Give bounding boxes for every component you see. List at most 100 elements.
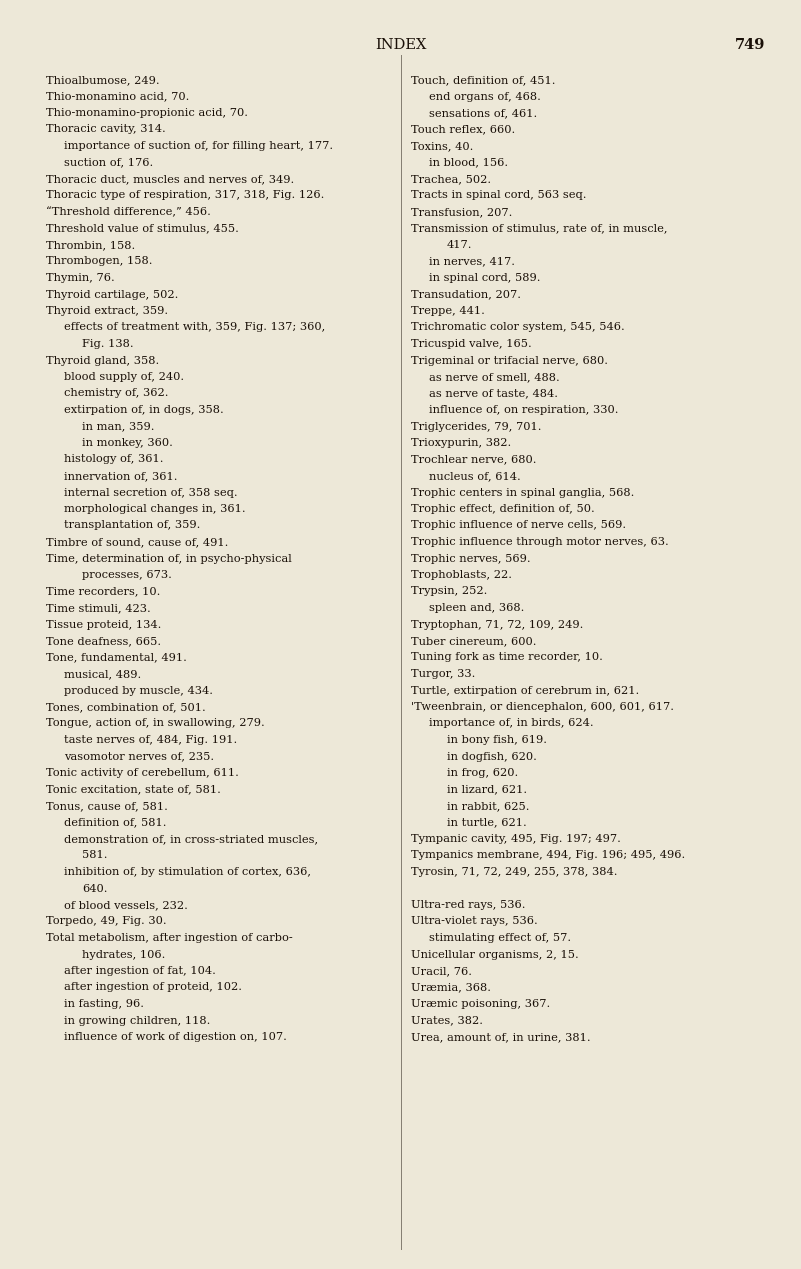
Text: Thyroid extract, 359.: Thyroid extract, 359. bbox=[46, 306, 168, 316]
Text: 581.: 581. bbox=[83, 850, 108, 860]
Text: Trophic influence of nerve cells, 569.: Trophic influence of nerve cells, 569. bbox=[411, 520, 626, 530]
Text: Uræmia, 368.: Uræmia, 368. bbox=[411, 982, 491, 992]
Text: 'Tweenbrain, or diencephalon, 600, 601, 617.: 'Tweenbrain, or diencephalon, 600, 601, … bbox=[411, 702, 674, 712]
Text: Thio-monamino acid, 70.: Thio-monamino acid, 70. bbox=[46, 91, 190, 102]
Text: Thyroid cartilage, 502.: Thyroid cartilage, 502. bbox=[46, 289, 179, 299]
Text: Trigeminal or trifacial nerve, 680.: Trigeminal or trifacial nerve, 680. bbox=[411, 355, 608, 365]
Text: Touch reflex, 660.: Touch reflex, 660. bbox=[411, 124, 515, 135]
Text: innervation of, 361.: innervation of, 361. bbox=[64, 471, 178, 481]
Text: Trochlear nerve, 680.: Trochlear nerve, 680. bbox=[411, 454, 537, 464]
Text: Ultra-red rays, 536.: Ultra-red rays, 536. bbox=[411, 900, 525, 910]
Text: Time recorders, 10.: Time recorders, 10. bbox=[46, 586, 161, 596]
Text: Tonus, cause of, 581.: Tonus, cause of, 581. bbox=[46, 801, 168, 811]
Text: after ingestion of fat, 104.: after ingestion of fat, 104. bbox=[64, 966, 216, 976]
Text: Tuber cinereum, 600.: Tuber cinereum, 600. bbox=[411, 636, 537, 646]
Text: definition of, 581.: definition of, 581. bbox=[64, 817, 167, 827]
Text: Torpedo, 49, Fig. 30.: Torpedo, 49, Fig. 30. bbox=[46, 916, 167, 926]
Text: Touch, definition of, 451.: Touch, definition of, 451. bbox=[411, 75, 555, 85]
Text: nucleus of, 614.: nucleus of, 614. bbox=[429, 471, 521, 481]
Text: extirpation of, in dogs, 358.: extirpation of, in dogs, 358. bbox=[64, 405, 224, 415]
Text: after ingestion of proteid, 102.: after ingestion of proteid, 102. bbox=[64, 982, 243, 992]
Text: Thoracic cavity, 314.: Thoracic cavity, 314. bbox=[46, 124, 167, 135]
Text: Transfusion, 207.: Transfusion, 207. bbox=[411, 207, 513, 217]
Text: Thioalbumose, 249.: Thioalbumose, 249. bbox=[46, 75, 160, 85]
Text: Trophic nerves, 569.: Trophic nerves, 569. bbox=[411, 553, 530, 563]
Text: Thoracic duct, muscles and nerves of, 349.: Thoracic duct, muscles and nerves of, 34… bbox=[46, 174, 295, 184]
Text: in turtle, 621.: in turtle, 621. bbox=[447, 817, 527, 827]
Text: Tongue, action of, in swallowing, 279.: Tongue, action of, in swallowing, 279. bbox=[46, 718, 265, 728]
Text: Timbre of sound, cause of, 491.: Timbre of sound, cause of, 491. bbox=[46, 537, 229, 547]
Text: Trophoblasts, 22.: Trophoblasts, 22. bbox=[411, 570, 512, 580]
Text: blood supply of, 240.: blood supply of, 240. bbox=[64, 372, 184, 382]
Text: in fasting, 96.: in fasting, 96. bbox=[64, 999, 144, 1009]
Text: Trichromatic color system, 545, 546.: Trichromatic color system, 545, 546. bbox=[411, 322, 625, 332]
Text: Thrombin, 158.: Thrombin, 158. bbox=[46, 240, 135, 250]
Text: Triglycerides, 79, 701.: Triglycerides, 79, 701. bbox=[411, 421, 541, 431]
Text: in nerves, 417.: in nerves, 417. bbox=[429, 256, 515, 266]
Text: Treppe, 441.: Treppe, 441. bbox=[411, 306, 485, 316]
Text: 749: 749 bbox=[735, 38, 765, 52]
Text: Trophic centers in spinal ganglia, 568.: Trophic centers in spinal ganglia, 568. bbox=[411, 487, 634, 497]
Text: stimulating effect of, 57.: stimulating effect of, 57. bbox=[429, 933, 571, 943]
Text: in lizard, 621.: in lizard, 621. bbox=[447, 784, 527, 794]
Text: effects of treatment with, 359, Fig. 137; 360,: effects of treatment with, 359, Fig. 137… bbox=[64, 322, 326, 332]
Text: in growing children, 118.: in growing children, 118. bbox=[64, 1015, 211, 1025]
Text: Ultra-violet rays, 536.: Ultra-violet rays, 536. bbox=[411, 916, 537, 926]
Text: Trophic influence through motor nerves, 63.: Trophic influence through motor nerves, … bbox=[411, 537, 669, 547]
Text: in man, 359.: in man, 359. bbox=[83, 421, 155, 431]
Text: Tympanic cavity, 495, Fig. 197; 497.: Tympanic cavity, 495, Fig. 197; 497. bbox=[411, 834, 621, 844]
Text: Thoracic type of respiration, 317, 318, Fig. 126.: Thoracic type of respiration, 317, 318, … bbox=[46, 190, 325, 201]
Text: Transudation, 207.: Transudation, 207. bbox=[411, 289, 521, 299]
Text: Tone deafness, 665.: Tone deafness, 665. bbox=[46, 636, 162, 646]
Text: Time stimuli, 423.: Time stimuli, 423. bbox=[46, 603, 151, 613]
Text: INDEX: INDEX bbox=[375, 38, 426, 52]
Text: suction of, 176.: suction of, 176. bbox=[64, 157, 154, 168]
Text: produced by muscle, 434.: produced by muscle, 434. bbox=[64, 685, 213, 695]
Text: in spinal cord, 589.: in spinal cord, 589. bbox=[429, 273, 541, 283]
Text: Uracil, 76.: Uracil, 76. bbox=[411, 966, 472, 976]
Text: Urea, amount of, in urine, 381.: Urea, amount of, in urine, 381. bbox=[411, 1032, 590, 1042]
Text: morphological changes in, 361.: morphological changes in, 361. bbox=[64, 504, 246, 514]
Text: importance of suction of, for filling heart, 177.: importance of suction of, for filling he… bbox=[64, 141, 333, 151]
Text: Trypsin, 252.: Trypsin, 252. bbox=[411, 586, 487, 596]
Text: in monkey, 360.: in monkey, 360. bbox=[83, 438, 173, 448]
Text: of blood vessels, 232.: of blood vessels, 232. bbox=[64, 900, 188, 910]
Text: taste nerves of, 484, Fig. 191.: taste nerves of, 484, Fig. 191. bbox=[64, 735, 238, 745]
Text: Tympanics membrane, 494, Fig. 196; 495, 496.: Tympanics membrane, 494, Fig. 196; 495, … bbox=[411, 850, 685, 860]
Text: chemistry of, 362.: chemistry of, 362. bbox=[64, 388, 169, 398]
Text: processes, 673.: processes, 673. bbox=[83, 570, 172, 580]
Text: Thymin, 76.: Thymin, 76. bbox=[46, 273, 115, 283]
Text: Toxins, 40.: Toxins, 40. bbox=[411, 141, 473, 151]
Text: Tryptophan, 71, 72, 109, 249.: Tryptophan, 71, 72, 109, 249. bbox=[411, 619, 583, 629]
Text: Time, determination of, in psycho-physical: Time, determination of, in psycho-physic… bbox=[46, 553, 292, 563]
Text: Turtle, extirpation of cerebrum in, 621.: Turtle, extirpation of cerebrum in, 621. bbox=[411, 685, 639, 695]
Text: Uræmic poisoning, 367.: Uræmic poisoning, 367. bbox=[411, 999, 550, 1009]
Text: “Threshold difference,” 456.: “Threshold difference,” 456. bbox=[46, 207, 211, 217]
Text: in bony fish, 619.: in bony fish, 619. bbox=[447, 735, 547, 745]
Text: Tones, combination of, 501.: Tones, combination of, 501. bbox=[46, 702, 206, 712]
Text: importance of, in birds, 624.: importance of, in birds, 624. bbox=[429, 718, 594, 728]
Text: Unicellular organisms, 2, 15.: Unicellular organisms, 2, 15. bbox=[411, 949, 578, 959]
Text: Trophic effect, definition of, 50.: Trophic effect, definition of, 50. bbox=[411, 504, 594, 514]
Text: Tone, fundamental, 491.: Tone, fundamental, 491. bbox=[46, 652, 187, 662]
Text: transplantation of, 359.: transplantation of, 359. bbox=[64, 520, 201, 530]
Text: hydrates, 106.: hydrates, 106. bbox=[83, 949, 166, 959]
Text: Tonic activity of cerebellum, 611.: Tonic activity of cerebellum, 611. bbox=[46, 768, 239, 778]
Text: inhibition of, by stimulation of cortex, 636,: inhibition of, by stimulation of cortex,… bbox=[64, 867, 312, 877]
Text: Trioxypurin, 382.: Trioxypurin, 382. bbox=[411, 438, 511, 448]
Text: Threshold value of stimulus, 455.: Threshold value of stimulus, 455. bbox=[46, 223, 239, 233]
Text: Tonic excitation, state of, 581.: Tonic excitation, state of, 581. bbox=[46, 784, 221, 794]
Text: musical, 489.: musical, 489. bbox=[64, 669, 142, 679]
Text: influence of, on respiration, 330.: influence of, on respiration, 330. bbox=[429, 405, 618, 415]
Text: end organs of, 468.: end organs of, 468. bbox=[429, 91, 541, 102]
Text: Trachea, 502.: Trachea, 502. bbox=[411, 174, 491, 184]
Text: Transmission of stimulus, rate of, in muscle,: Transmission of stimulus, rate of, in mu… bbox=[411, 223, 667, 233]
Text: demonstration of, in cross-striated muscles,: demonstration of, in cross-striated musc… bbox=[64, 834, 319, 844]
Text: Thyroid gland, 358.: Thyroid gland, 358. bbox=[46, 355, 159, 365]
Text: Tracts in spinal cord, 563 seq.: Tracts in spinal cord, 563 seq. bbox=[411, 190, 586, 201]
Text: Thio-monamino-propionic acid, 70.: Thio-monamino-propionic acid, 70. bbox=[46, 108, 248, 118]
Text: Thrombogen, 158.: Thrombogen, 158. bbox=[46, 256, 153, 266]
Text: Fig. 138.: Fig. 138. bbox=[83, 339, 134, 349]
Text: sensations of, 461.: sensations of, 461. bbox=[429, 108, 537, 118]
Text: in rabbit, 625.: in rabbit, 625. bbox=[447, 801, 529, 811]
